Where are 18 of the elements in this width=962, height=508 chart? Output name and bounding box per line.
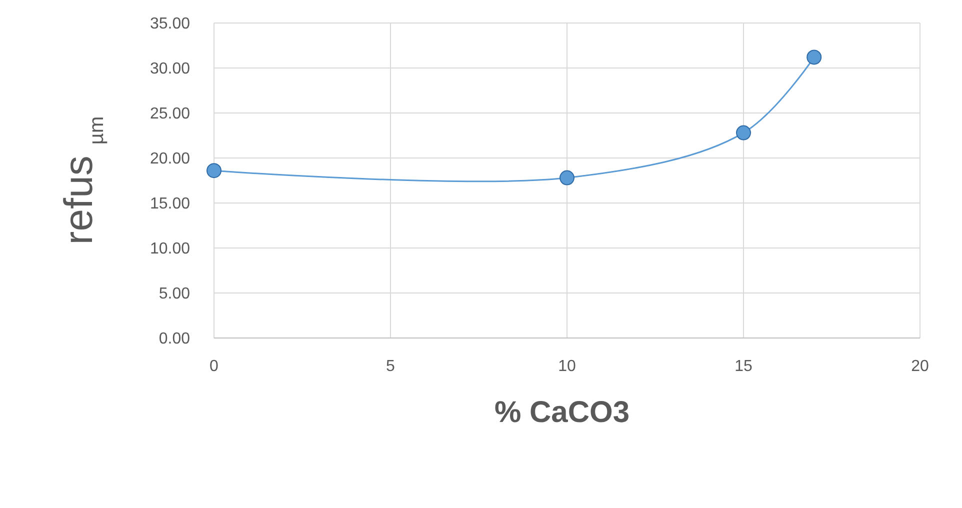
x-tick-label: 10 [558, 358, 576, 375]
x-axis-title: % CaCO3 [494, 396, 630, 429]
x-tick-label: 20 [911, 358, 929, 375]
point [806, 50, 822, 65]
y-tick-label: 10.00 [150, 240, 190, 258]
y-tick-label: 30.00 [150, 60, 190, 78]
y-tick-label: 20.00 [150, 150, 190, 168]
x-tick-label: 15 [734, 358, 752, 375]
x-tick-label: 0 [210, 358, 219, 375]
x-tick-label: 5 [386, 358, 396, 375]
point [206, 163, 222, 178]
point [736, 125, 751, 140]
point [560, 170, 574, 186]
y-tick-label: 25.00 [150, 106, 190, 123]
y-tick-label: 5.00 [158, 286, 190, 303]
y-tick-label: 0.00 [158, 330, 190, 348]
y-tick-label: 35.00 [150, 16, 190, 33]
y-tick-label: 15.00 [150, 196, 190, 213]
